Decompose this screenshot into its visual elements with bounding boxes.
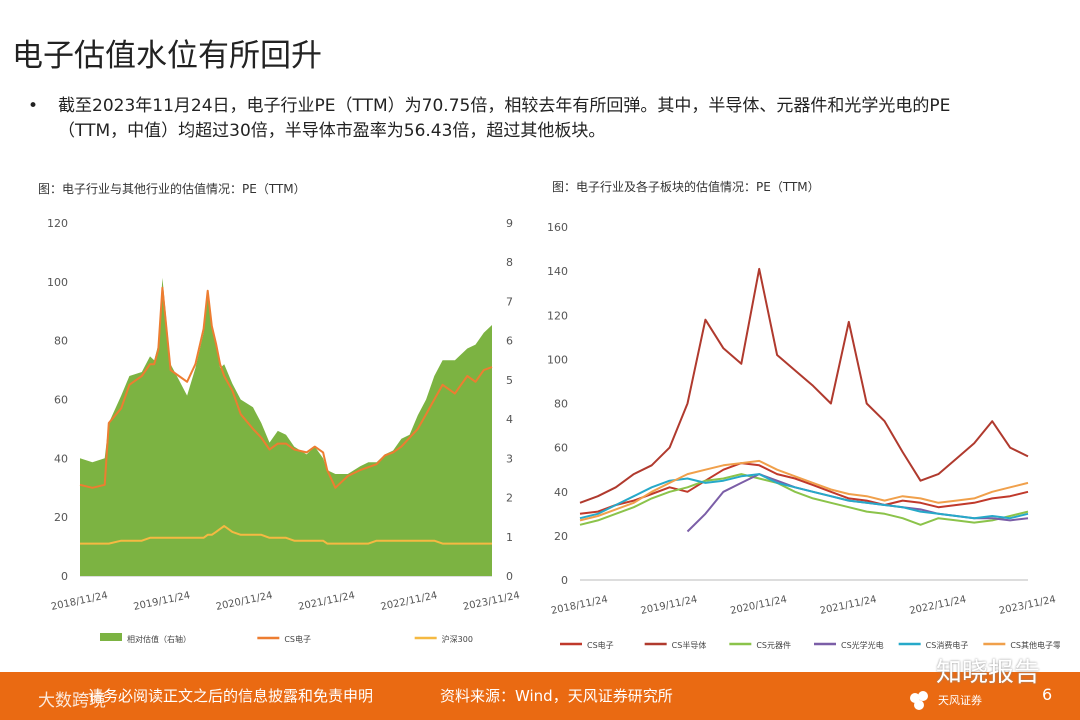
x-tick-label: 2018/11/24: [50, 590, 109, 613]
legend-label: CS其他电子零组件II: [1010, 640, 1060, 650]
series-line-4: [579, 473, 1029, 520]
y2-tick-label: 2: [506, 492, 513, 505]
footer-source: 资料来源：Wind，天风证券研究所: [440, 687, 673, 705]
series-line-2: [579, 473, 1029, 526]
x-tick-label: 2023/11/24: [462, 590, 521, 613]
x-tick-label: 2022/11/24: [909, 594, 968, 617]
watermark-right: 知晓报告: [936, 658, 1041, 688]
y2-tick-label: 9: [506, 217, 513, 230]
y2-tick-label: 6: [506, 335, 513, 348]
y-tick-label: 100: [47, 276, 68, 289]
legend-label: CS半导体: [672, 640, 707, 650]
bullet-marker: •: [28, 96, 39, 116]
legend-label: CS消费电子: [926, 640, 969, 650]
x-tick-label: 2020/11/24: [729, 594, 788, 617]
y-tick-label: 40: [54, 452, 68, 465]
right-chart-title: 图：电子行业及各子板块的估值情况：PE（TTM）: [552, 180, 820, 194]
x-tick-label: 2022/11/24: [380, 590, 439, 613]
y-tick-label: 0: [561, 574, 568, 587]
legend-label: CS光学光电: [841, 640, 884, 650]
y-tick-label: 60: [54, 394, 68, 407]
legend-label: CS电子: [284, 634, 311, 644]
watermark-left: 大数跨境: [38, 691, 106, 711]
x-tick-label: 2023/11/24: [998, 594, 1057, 617]
y-tick-label: 120: [47, 217, 68, 230]
brand-name: 天风证券: [938, 694, 982, 707]
y-tick-label: 120: [547, 309, 568, 322]
right-chart: 0 20 40 60 80 100 120 140 160 2018/11/24 2019/11/2…: [547, 221, 1060, 650]
left-chart: 0 20 40 60 80 100 120 0 1 2 3 4 5 6 7 8 9 2018/11/24 2019/…: [47, 217, 521, 644]
y2-tick-label: 8: [506, 256, 513, 269]
y-tick-label: 80: [554, 398, 568, 411]
x-tick-label: 2021/11/24: [297, 590, 356, 613]
y2-tick-label: 5: [506, 374, 513, 387]
y-tick-label: 40: [554, 486, 568, 499]
series-line-0: [579, 462, 1029, 515]
x-tick-label: 2019/11/24: [133, 590, 192, 613]
page-number: 6: [1042, 685, 1053, 704]
legend-label: CS元器件: [756, 640, 791, 650]
y-tick-label: 20: [554, 530, 568, 543]
y-tick-label: 100: [547, 353, 568, 366]
summary-text: 截至2023年11月24日，电子行业PE（TTM）为70.75倍，相较去年有所回…: [58, 96, 951, 141]
y-tick-label: 0: [61, 570, 68, 583]
y2-tick-label: 1: [506, 531, 513, 544]
brand-logo-icon: [910, 691, 928, 710]
y2-tick-label: 7: [506, 295, 513, 308]
y-tick-label: 140: [547, 265, 568, 278]
x-tick-label: 2019/11/24: [640, 594, 699, 617]
legend-swatch: [100, 633, 122, 641]
x-tick-label: 2021/11/24: [819, 594, 878, 617]
y-tick-label: 60: [554, 442, 568, 455]
series-line-2: [80, 525, 492, 545]
y-tick-label: 20: [54, 511, 68, 524]
left-chart-title: 图：电子行业与其他行业的估值情况：PE（TTM）: [38, 182, 306, 196]
page-title: 电子估值水位有所回升: [12, 38, 322, 74]
y-tick-label: 80: [54, 335, 68, 348]
x-tick-label: 2018/11/24: [550, 594, 609, 617]
legend-label: CS电子: [587, 640, 614, 650]
x-tick-label: 2020/11/24: [215, 590, 274, 613]
y2-tick-label: 0: [506, 570, 513, 583]
y2-tick-label: 3: [506, 452, 513, 465]
legend-label: 相对估值（右轴）: [127, 634, 191, 644]
footer-bar: [0, 672, 1080, 720]
y-tick-label: 160: [547, 221, 568, 234]
series-line-1: [579, 267, 1029, 504]
series-line-5: [579, 459, 1029, 522]
footer-disclaimer: 请务必阅读正文之后的信息披露和免责申明: [88, 687, 374, 705]
series-area-0: [80, 277, 492, 576]
legend-label: 沪深300: [442, 634, 473, 644]
y2-tick-label: 4: [506, 413, 513, 426]
series-line-1: [79, 286, 493, 489]
